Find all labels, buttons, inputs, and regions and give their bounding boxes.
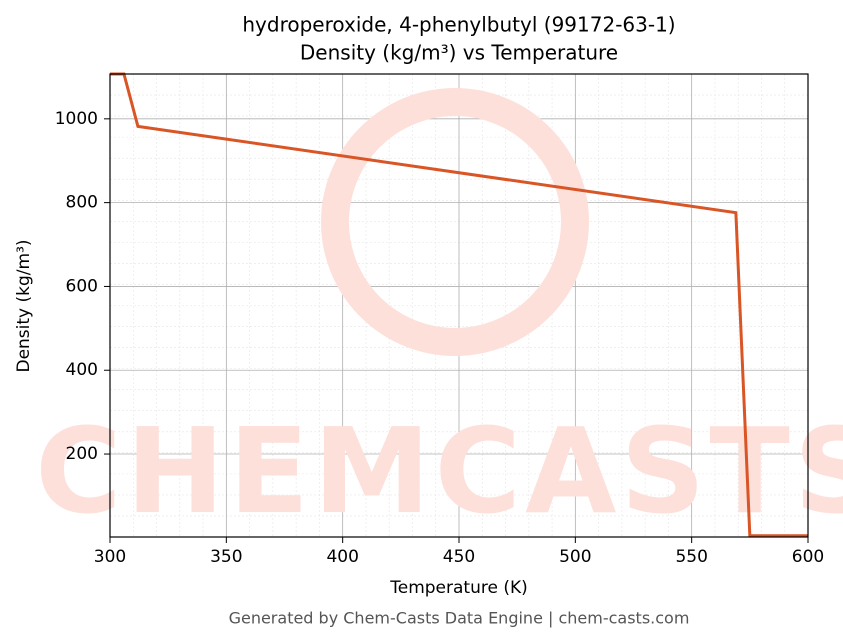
x-tick-label: 600: [792, 547, 824, 567]
chart-subtitle: Density (kg/m³) vs Temperature: [300, 41, 618, 65]
x-tick-label: 450: [443, 547, 475, 567]
y-tick-label: 800: [66, 193, 98, 213]
x-tick-label: 550: [675, 547, 707, 567]
y-axis-label: Density (kg/m³): [14, 239, 34, 372]
watermark-logo: [321, 88, 589, 356]
y-tick-label: 1000: [55, 109, 98, 129]
grid: [109, 74, 809, 537]
footer: Generated by Chem-Casts Data Engine | ch…: [229, 609, 690, 628]
y-tick-label: 200: [66, 444, 98, 464]
plot-frame: [109, 73, 809, 538]
x-tick-label: 400: [326, 547, 358, 567]
x-tick-label: 350: [210, 547, 242, 567]
x-tick-label: 500: [559, 547, 591, 567]
x-tick-label: 300: [94, 547, 126, 567]
chart-title: hydroperoxide, 4-phenylbutyl (99172-63-1…: [242, 13, 675, 37]
watermark: CHEMCASTS: [35, 402, 843, 540]
y-tick-label: 600: [66, 276, 98, 296]
x-axis-label: Temperature (K): [389, 578, 528, 598]
y-tick-label: 400: [66, 360, 98, 380]
